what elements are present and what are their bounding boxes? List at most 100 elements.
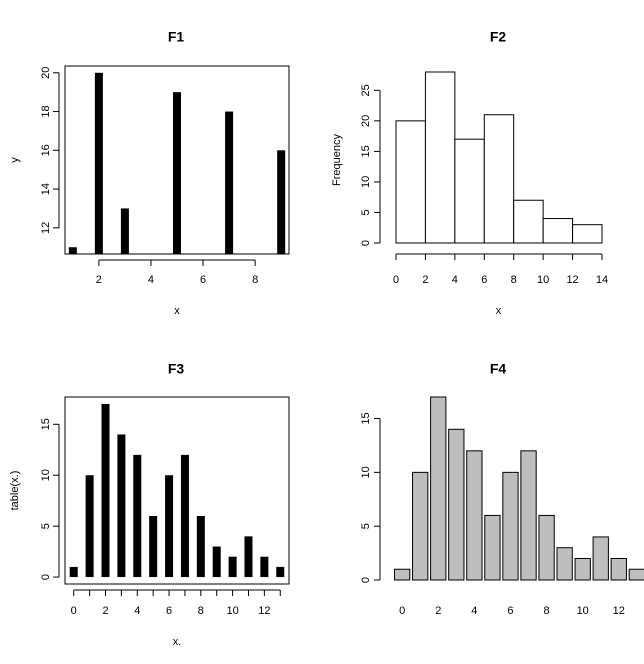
y-axis: 0 5 10 15: [360, 412, 381, 583]
x-tick-label: 4: [452, 274, 458, 286]
x-tick-label: 4: [148, 274, 154, 286]
series-bars: [68, 72, 286, 255]
x-tick-label: 6: [481, 274, 487, 286]
x-tick-label: 12: [258, 605, 270, 617]
x-axis: 0 2 4 6 8 10 12: [71, 589, 281, 617]
x-tick-label: 10: [537, 274, 549, 286]
y-axis: 0 5 10 15 20 25: [360, 84, 381, 246]
y-tick-label: 10: [360, 176, 372, 188]
bar: [68, 247, 77, 254]
bar: [225, 111, 234, 255]
bar: [133, 454, 142, 578]
y-tick-label: 16: [40, 144, 52, 156]
y-tick-label: 0: [360, 240, 372, 246]
bar: [196, 515, 205, 578]
y-tick-label: 0: [360, 577, 372, 583]
bar: [484, 514, 501, 581]
x-tick-label: 12: [613, 605, 625, 617]
y-tick-label: 10: [360, 466, 372, 478]
bar: [117, 434, 126, 578]
y-tick-label: 25: [360, 84, 372, 96]
y-axis-label: Frequency: [331, 134, 343, 186]
bar: [244, 536, 253, 578]
y-tick-label: 20: [360, 115, 372, 127]
x-axis-label: x: [496, 305, 502, 317]
x-tick-label: 10: [577, 605, 589, 617]
chart-title: F3: [168, 361, 185, 377]
y-axis: 0 5 10 15: [40, 418, 60, 580]
x-tick-label: 12: [566, 274, 578, 286]
bar: [85, 475, 94, 578]
x-axis: 0 2 4 6 8 10 12 14: [393, 253, 608, 286]
bar: [592, 536, 609, 581]
x-tick-label: 2: [422, 274, 428, 286]
x-tick-label: 8: [198, 605, 204, 617]
y-tick-label: 5: [360, 523, 372, 529]
bar: [394, 568, 411, 581]
bar: [180, 454, 189, 578]
x-tick-label: 4: [471, 605, 477, 617]
histogram-bar: [424, 71, 456, 244]
y-tick-label: 20: [40, 67, 52, 79]
x-axis-label: x: [174, 305, 180, 317]
x-tick-label: 0: [399, 605, 405, 617]
y-tick-label: 18: [40, 105, 52, 117]
bar: [277, 150, 286, 254]
histogram-bar: [572, 224, 603, 244]
y-tick-label: 14: [40, 183, 52, 195]
bar: [94, 72, 103, 254]
y-tick-label: 15: [360, 412, 372, 424]
x-tick-label: 14: [596, 274, 608, 286]
x-axis-labels: 0 2 4 6 8 10 12: [399, 605, 625, 617]
x-tick-label: 8: [252, 274, 258, 286]
x-tick-label: 6: [507, 605, 513, 617]
bar: [120, 208, 129, 254]
histogram-bar: [454, 138, 485, 244]
bar: [430, 396, 447, 581]
bar: [173, 92, 181, 254]
x-axis: 2 4 6 8: [96, 259, 258, 286]
bar: [260, 556, 269, 578]
bar: [412, 471, 429, 581]
bar: [69, 566, 78, 578]
bar: [556, 547, 573, 581]
bar: [276, 566, 285, 578]
bar: [520, 450, 537, 581]
histogram-bar: [513, 199, 544, 244]
bar: [502, 471, 519, 581]
bar: [628, 568, 644, 581]
x-tick-label: 6: [200, 274, 206, 286]
y-tick-label: 15: [40, 418, 52, 430]
y-axis-label: y: [9, 157, 21, 163]
bar: [466, 450, 483, 581]
x-tick-label: 2: [96, 274, 102, 286]
histogram-bar: [395, 120, 426, 244]
histogram-bar: [483, 114, 515, 244]
chart-title: F1: [168, 29, 185, 45]
plot-box: [64, 396, 290, 585]
bar: [212, 546, 221, 578]
x-tick-label: 2: [102, 605, 108, 617]
y-tick-label: 5: [40, 523, 52, 529]
histogram-bar: [542, 218, 574, 244]
bar: [165, 475, 174, 578]
x-tick-label: 8: [544, 605, 550, 617]
x-tick-label: 0: [393, 274, 399, 286]
y-tick-label: 12: [40, 222, 52, 234]
bar: [574, 557, 591, 581]
y-tick-label: 5: [360, 209, 372, 215]
chart-title: F2: [490, 29, 507, 45]
series-bars: [394, 396, 644, 581]
x-axis-label: x.: [173, 636, 182, 648]
bar: [610, 557, 627, 581]
y-tick-label: 0: [40, 574, 52, 580]
x-tick-label: 6: [166, 605, 172, 617]
histogram-bars: [395, 71, 603, 244]
x-tick-label: 0: [71, 605, 77, 617]
x-tick-label: 2: [435, 605, 441, 617]
y-tick-label: 10: [40, 469, 52, 481]
y-axis-label: table(x.): [9, 471, 21, 511]
bar: [149, 515, 158, 578]
bar: [228, 556, 237, 578]
